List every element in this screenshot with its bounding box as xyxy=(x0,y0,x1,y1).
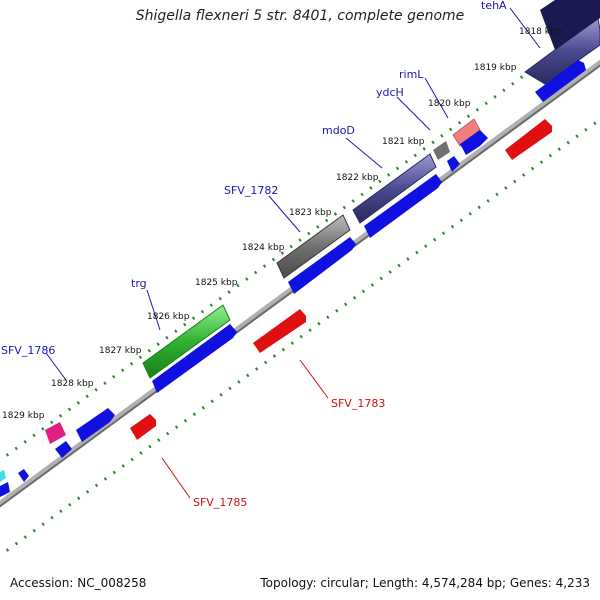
cog-block-trg xyxy=(142,304,231,379)
gene-labels-bottom: SFV_1783 SFV_1785 xyxy=(193,397,385,509)
gene-label-mdoD: mdoD xyxy=(322,124,355,137)
accession-text: Accession: NC_008258 xyxy=(10,576,147,590)
cog-block-SFV_1782 xyxy=(276,214,351,279)
gene-label-ydcH: ydcH xyxy=(376,86,404,99)
gene-labels-top: tehA rimL ydcH mdoD SFV_1782 trg SFV_178… xyxy=(1,0,507,357)
tick-label: 1826 kbp xyxy=(147,312,190,322)
outer-dotted-ring xyxy=(0,17,600,463)
cog-block-mdoD xyxy=(352,153,437,224)
tick-label: 1824 kbp xyxy=(242,243,285,253)
gene-label-SFV_1786: SFV_1786 xyxy=(1,344,55,357)
gene-label-SFV_1785: SFV_1785 xyxy=(193,496,247,509)
gene-label-rimL: rimL xyxy=(399,68,424,81)
tick-label: 1825 kbp xyxy=(195,278,238,288)
tick-label: 1819 kbp xyxy=(474,63,517,73)
cog-block-tehA xyxy=(524,0,600,85)
cog-block-SFV_1786 xyxy=(45,422,66,444)
tick-label: 1827 kbp xyxy=(99,346,142,356)
tick-label: 1821 kbp xyxy=(382,137,425,147)
forward-cds-track xyxy=(0,60,586,497)
tick-label: 1829 kbp xyxy=(2,411,45,421)
tick-label: 1823 kbp xyxy=(289,208,332,218)
cog-block-edge xyxy=(0,470,6,482)
gene-label-SFV_1783: SFV_1783 xyxy=(331,397,385,410)
map-title: Shigella flexneri 5 str. 8401, complete … xyxy=(135,8,465,24)
tick-label: 1820 kbp xyxy=(428,99,471,109)
label-leader-lines xyxy=(45,7,541,499)
gene-label-tehA: tehA xyxy=(481,0,507,12)
tick-label: 1822 kbp xyxy=(336,173,379,183)
inner-dotted-ring xyxy=(0,117,600,558)
gene-label-trg: trg xyxy=(131,277,147,290)
tick-labels: 1818 kbp 1819 kbp 1820 kbp 1821 kbp 1822… xyxy=(2,27,562,421)
tick-label: 1828 kbp xyxy=(51,379,94,389)
tick-label: 1818 kbp xyxy=(519,27,562,37)
cog-block-ydcH xyxy=(433,141,450,160)
reverse-cds-track xyxy=(130,119,552,440)
gene-label-SFV_1782: SFV_1782 xyxy=(224,184,278,197)
genome-summary-text: Topology: circular; Length: 4,574,284 bp… xyxy=(260,576,590,590)
